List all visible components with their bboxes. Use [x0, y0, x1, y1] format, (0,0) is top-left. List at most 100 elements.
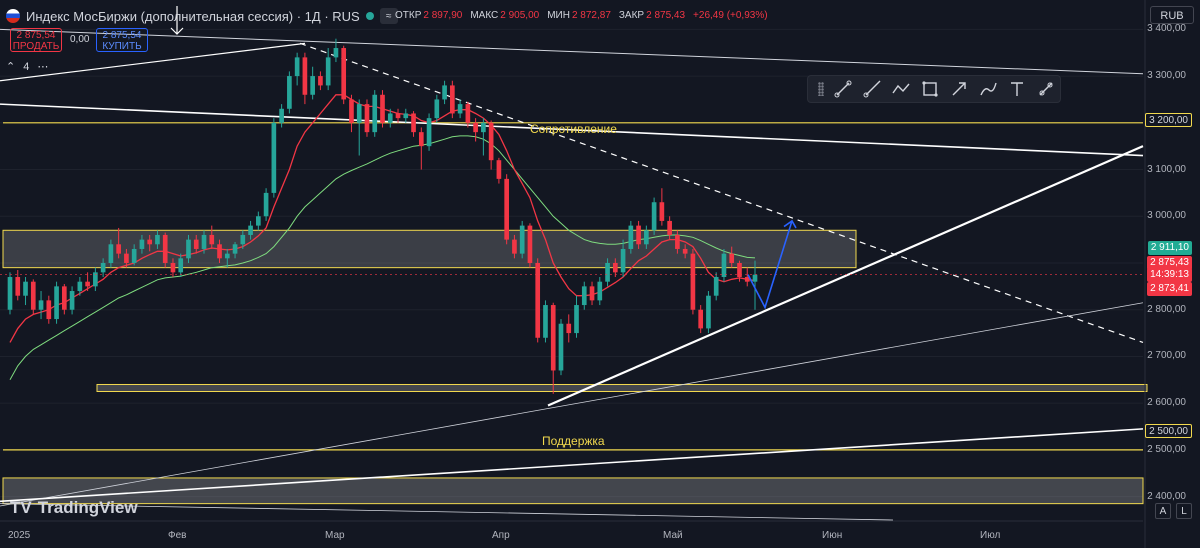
candle-body — [248, 225, 253, 235]
ray-icon[interactable] — [862, 79, 882, 99]
candle-body — [116, 244, 121, 254]
ohlc-value: 2 905,00 — [500, 10, 540, 21]
candle-body — [574, 305, 579, 334]
candle-body — [473, 122, 478, 133]
candle-body — [186, 239, 191, 259]
drag-handle-icon[interactable] — [818, 82, 824, 96]
price-tag-2911: 2 911,10 — [1147, 241, 1192, 255]
candle-body — [349, 99, 354, 123]
ohlc-key: ОТКР — [395, 10, 422, 21]
candle-body — [341, 48, 347, 100]
candle-body — [387, 113, 393, 123]
price-tag-3200: 3 200,00 — [1145, 113, 1192, 127]
candle-body — [364, 104, 370, 133]
candle-body — [217, 244, 222, 259]
trend-line-top — [0, 28, 1144, 75]
candle-body — [628, 225, 634, 249]
price-axis-label: 3 100,00 — [1147, 163, 1186, 175]
candle-body — [178, 258, 184, 273]
candle-body — [690, 253, 696, 310]
measure-icon[interactable] — [1036, 79, 1056, 99]
candle-body — [737, 262, 742, 278]
chevron-up-icon[interactable]: ⌃ — [6, 61, 16, 73]
trend-line-bottom — [0, 503, 894, 521]
candle-body — [318, 76, 323, 86]
candle-body — [124, 253, 129, 263]
candle-body — [38, 300, 44, 310]
trend-line-early — [0, 42, 306, 82]
candle-body — [698, 309, 704, 329]
candle-body — [15, 277, 21, 296]
candle-body — [527, 225, 533, 263]
sell-button[interactable]: 2 875,54 ПРОДАТЬ — [10, 28, 62, 52]
candle-body — [69, 291, 75, 310]
candle-body — [310, 76, 315, 95]
candle-body — [651, 202, 657, 231]
zone-2410 — [2, 477, 1144, 505]
projection-arrowhead — [783, 219, 797, 229]
time-axis-label: Май — [663, 530, 683, 541]
ohlc-key: ЗАКР — [618, 10, 645, 21]
trend-line-icon[interactable] — [833, 79, 853, 99]
price-axis-label: 2 800,00 — [1147, 303, 1186, 315]
candle-body — [418, 132, 424, 147]
buy-price: 2 875,54 — [102, 30, 142, 41]
candle-body — [644, 230, 649, 245]
candle-body — [481, 122, 486, 133]
candle-body — [256, 216, 261, 226]
sell-price: 2 875,54 — [16, 30, 56, 41]
candle-body — [403, 113, 409, 119]
candle-body — [61, 286, 67, 310]
currency-select[interactable]: RUB — [1150, 6, 1194, 24]
text-icon[interactable] — [1007, 79, 1027, 99]
candle-body — [426, 118, 432, 147]
candle-body — [85, 281, 90, 287]
path-icon[interactable] — [891, 79, 911, 99]
candle-body — [54, 286, 59, 320]
candle-body — [23, 281, 28, 296]
ohlc-key: МАКС — [470, 10, 499, 21]
candle-body — [729, 253, 735, 263]
candle-body — [100, 262, 106, 273]
brush-icon[interactable] — [978, 79, 998, 99]
candle-body — [395, 113, 401, 119]
candle-body — [7, 277, 13, 310]
ohlc-value: 2 897,90 — [423, 10, 463, 21]
candle-body — [535, 262, 541, 338]
candle-body — [589, 286, 595, 301]
uptrend-line — [547, 145, 1144, 407]
symbol-title[interactable]: Индекс МосБиржи (дополнительная сессия) … — [26, 8, 360, 24]
log-scale-button[interactable]: L — [1176, 503, 1192, 519]
candle-body — [294, 57, 300, 77]
spread-value: 0,00 — [70, 34, 90, 45]
time-axis-label: Апр — [492, 530, 510, 541]
indicators-toggle[interactable]: ⌃ 4 ⋯ — [6, 60, 49, 74]
more-icon[interactable]: ⋯ — [37, 61, 49, 73]
candle-body — [372, 94, 378, 133]
candle-body — [139, 239, 145, 249]
arrow-icon[interactable] — [949, 79, 969, 99]
candle-body — [519, 225, 525, 254]
candle-body — [496, 160, 502, 179]
buy-button[interactable]: 2 875,54 КУПИТЬ — [96, 28, 148, 52]
sell-label: ПРОДАТЬ — [12, 41, 60, 52]
candle-body — [93, 272, 98, 287]
candle-body — [434, 99, 440, 119]
russia-flag-icon — [6, 9, 20, 23]
resistance-label: Сопротивление — [530, 122, 617, 136]
trend-line-long — [0, 302, 1144, 507]
candle-body — [457, 104, 463, 114]
tradingview-logo[interactable]: TV TradingView — [10, 498, 138, 518]
candle-body — [620, 248, 626, 273]
candle-body — [636, 225, 641, 245]
alert-button[interactable]: ≈ — [379, 8, 398, 24]
candle-body — [597, 281, 603, 301]
candle-body — [682, 248, 688, 254]
price-axis-label: 3 000,00 — [1147, 210, 1186, 222]
rectangle-icon[interactable] — [920, 79, 940, 99]
candle-body — [721, 253, 727, 278]
candle-body — [442, 85, 447, 100]
ohlc-key: МИН — [547, 10, 570, 21]
candle-body — [512, 239, 517, 254]
auto-scale-button[interactable]: A — [1155, 503, 1171, 519]
